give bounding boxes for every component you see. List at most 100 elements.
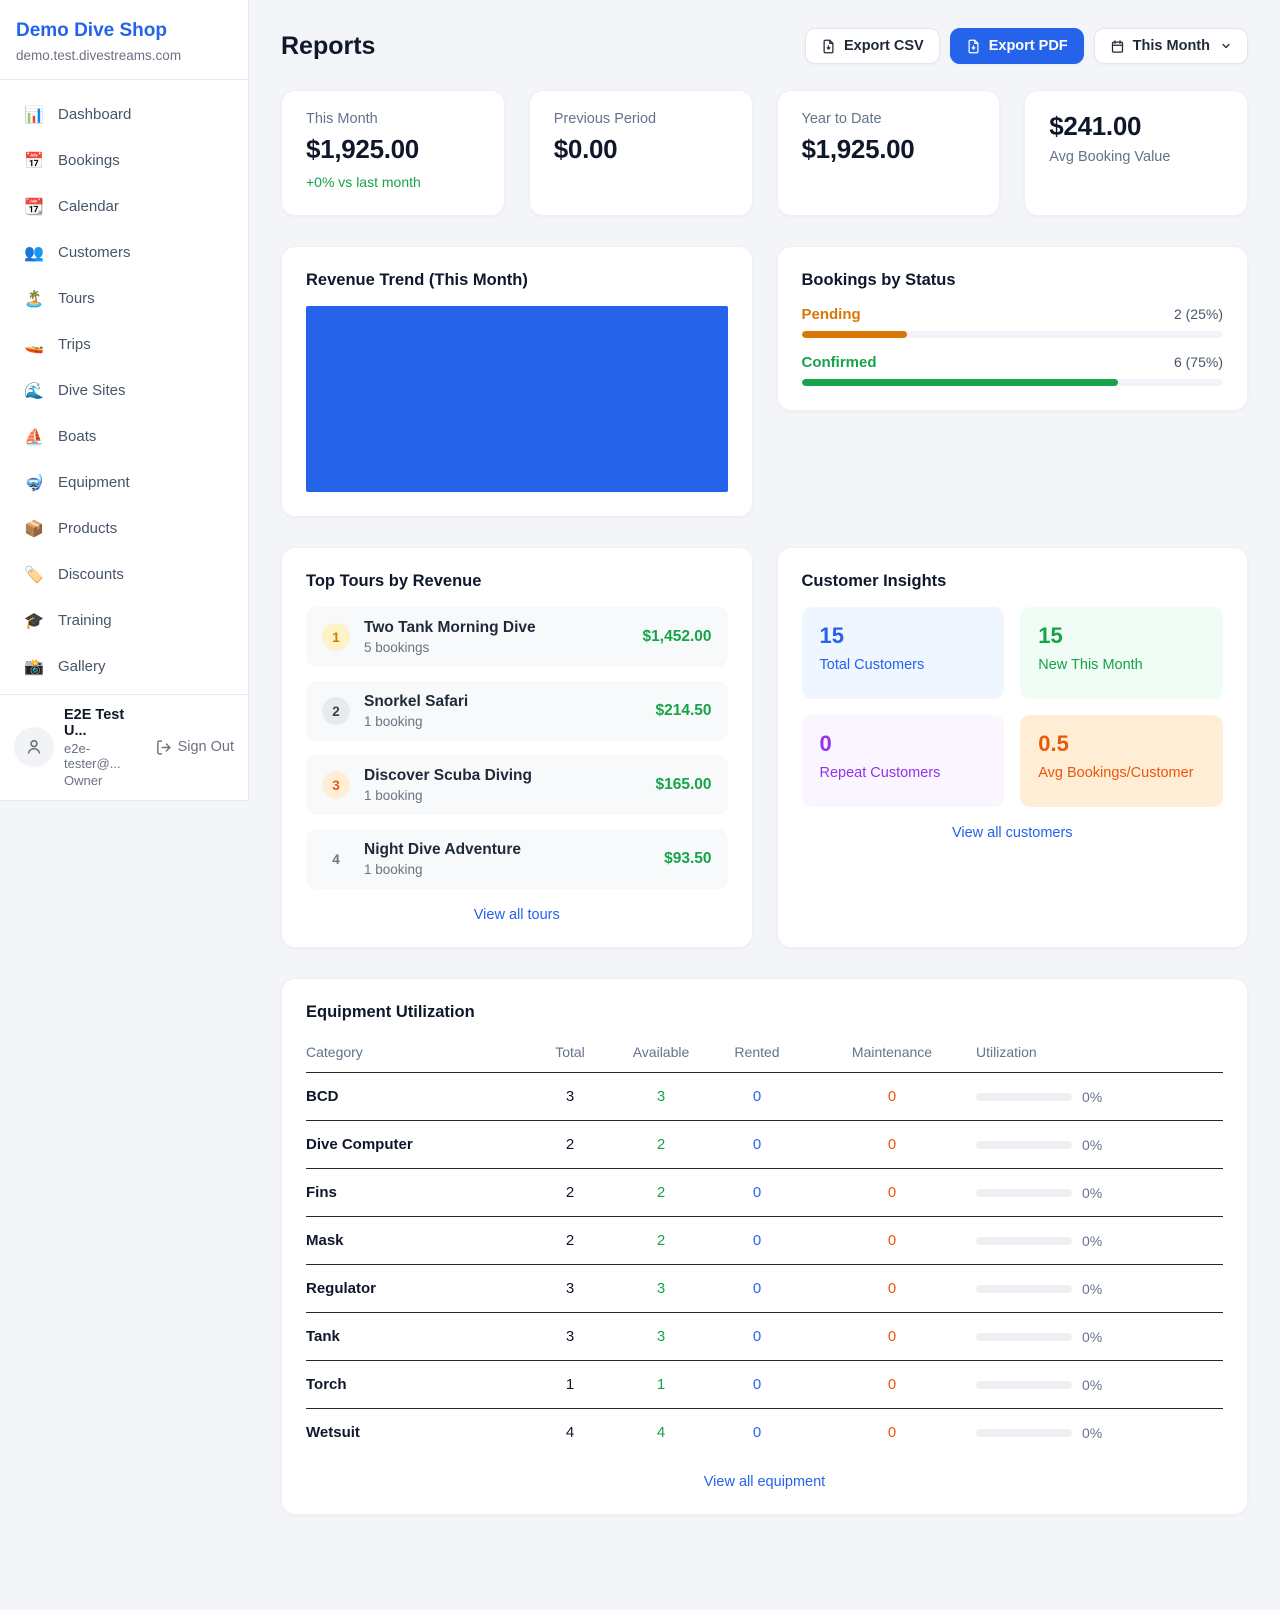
cell-utilization: 0% — [976, 1233, 1223, 1249]
export-pdf-button[interactable]: Export PDF — [949, 28, 1084, 64]
user-footer: E2E Test U... e2e-tester@... Owner Sign … — [0, 693, 248, 800]
utilization-percent: 0% — [1082, 1424, 1103, 1441]
revenue-trend-chart — [306, 306, 728, 492]
tour-row: 3 Discover Scuba Diving 1 booking $165.0… — [306, 755, 728, 815]
nav-item-label: Discounts — [58, 566, 124, 584]
cell-maintenance: 0 — [887, 1088, 897, 1105]
cell-available: 2 — [656, 1232, 666, 1249]
bookings-by-status-card: Bookings by Status Pending 2 (25%) — [776, 246, 1248, 411]
cell-category: BCD — [306, 1088, 339, 1105]
tour-revenue: $165.00 — [655, 776, 712, 793]
table-row: Mask 2 2 0 0 0% — [306, 1217, 1223, 1265]
export-pdf-label: Export PDF — [988, 38, 1068, 54]
utilization-bar-track — [976, 1188, 1072, 1197]
period-dropdown[interactable]: This Month — [1093, 28, 1248, 64]
nav-item-label: Tours — [58, 290, 95, 308]
utilization-percent: 0% — [1082, 1184, 1103, 1201]
tour-revenue: $214.50 — [655, 702, 712, 719]
utilization-bar-track — [976, 1332, 1072, 1341]
cell-total: 3 — [565, 1088, 575, 1105]
stat-label: This Month — [306, 111, 378, 127]
revenue-trend-title: Revenue Trend (This Month) — [306, 271, 528, 289]
col-header-total: Total — [555, 1044, 585, 1060]
stats-row: This Month $1,925.00 +0% vs last month P… — [281, 90, 1248, 216]
sidebar-item[interactable]: 📦 Products — [12, 508, 236, 550]
cell-available: 3 — [656, 1328, 666, 1345]
nav-item-icon: 🏷️ — [24, 566, 44, 584]
table-row: Tank 3 3 0 0 0% — [306, 1313, 1223, 1361]
utilization-bar-track — [976, 1140, 1072, 1149]
cell-rented: 0 — [752, 1136, 762, 1153]
calendar-icon — [1111, 39, 1123, 53]
sidebar-item[interactable]: 🌊 Dive Sites — [12, 370, 236, 412]
sign-out-button[interactable]: Sign Out — [155, 739, 234, 756]
sidebar-item[interactable]: 📅 Bookings — [12, 140, 236, 182]
rank-badge: 1 — [322, 623, 350, 651]
status-bar-fill — [801, 379, 1118, 386]
tour-info: Night Dive Adventure 1 booking — [364, 841, 650, 877]
stat-delta: +0% vs last month — [306, 174, 421, 190]
sidebar-item[interactable]: 🚤 Trips — [12, 324, 236, 366]
sidebar-item[interactable]: 📊 Dashboard — [12, 94, 236, 136]
nav-item-icon: ⛵ — [24, 428, 44, 446]
insight-tile: 0.5 Avg Bookings/Customer — [1020, 715, 1223, 807]
lists-row: Top Tours by Revenue 1 Two Tank Morning … — [281, 547, 1248, 948]
cell-utilization: 0% — [976, 1281, 1223, 1297]
bookings-by-status-title: Bookings by Status — [801, 271, 956, 289]
status-label: Confirmed — [801, 354, 877, 371]
insight-label: Repeat Customers — [819, 765, 941, 781]
table-row: Dive Computer 2 2 0 0 0% — [306, 1121, 1223, 1169]
cell-utilization: 0% — [976, 1185, 1223, 1201]
insight-tile: 15 Total Customers — [801, 607, 1005, 699]
user-role: Owner — [64, 772, 103, 788]
tour-bookings: 1 booking — [364, 714, 423, 729]
view-all-customers-link[interactable]: View all customers — [951, 825, 1073, 841]
nav-item-icon: 🚤 — [24, 336, 44, 354]
rank-badge: 3 — [322, 771, 350, 799]
revenue-trend-card: Revenue Trend (This Month) — [281, 246, 753, 517]
tour-list: 1 Two Tank Morning Dive 5 bookings $1,45… — [306, 607, 728, 889]
view-all-equipment-link[interactable]: View all equipment — [703, 1474, 826, 1490]
cell-maintenance: 0 — [887, 1424, 897, 1441]
stat-value: $1,925.00 — [801, 134, 915, 164]
utilization-percent: 0% — [1082, 1232, 1103, 1249]
nav-item-label: Calendar — [58, 198, 119, 216]
cell-available: 2 — [656, 1184, 666, 1201]
view-all-tours-link[interactable]: View all tours — [473, 907, 560, 923]
nav-item-icon: 📸 — [24, 658, 44, 676]
cell-utilization: 0% — [976, 1137, 1223, 1153]
sign-out-icon — [156, 740, 171, 755]
tour-revenue: $93.50 — [664, 850, 712, 867]
utilization-percent: 0% — [1082, 1328, 1103, 1345]
cell-maintenance: 0 — [887, 1328, 897, 1345]
utilization-percent: 0% — [1082, 1376, 1103, 1393]
utilization-percent: 0% — [1082, 1136, 1103, 1153]
nav-item-icon: 📅 — [24, 152, 44, 170]
sidebar-item[interactable]: 📸 Gallery — [12, 646, 236, 688]
tour-row: 2 Snorkel Safari 1 booking $214.50 — [306, 681, 728, 741]
cell-rented: 0 — [752, 1232, 762, 1249]
sidebar-item[interactable]: 🎓 Training — [12, 600, 236, 642]
cell-available: 4 — [656, 1424, 666, 1441]
sidebar-item[interactable]: 👥 Customers — [12, 232, 236, 274]
nav-item-label: Gallery — [58, 658, 106, 676]
cell-category: Dive Computer — [306, 1136, 413, 1153]
sidebar-item[interactable]: 🏷️ Discounts — [12, 554, 236, 596]
export-csv-button[interactable]: Export CSV — [804, 28, 940, 64]
insight-value: 15 — [819, 623, 844, 648]
sidebar-item[interactable]: 📆 Calendar — [12, 186, 236, 228]
chevron-down-icon — [1222, 43, 1230, 49]
cell-maintenance: 0 — [887, 1280, 897, 1297]
equipment-utilization-title: Equipment Utilization — [306, 1003, 475, 1021]
stat-card-previous-period: Previous Period $0.00 — [528, 90, 753, 216]
insight-label: Avg Bookings/Customer — [1038, 765, 1194, 781]
sidebar-item[interactable]: ⛵ Boats — [12, 416, 236, 458]
cell-available: 3 — [656, 1280, 666, 1297]
cell-rented: 0 — [752, 1184, 762, 1201]
nav-item-icon: 🏝️ — [24, 290, 44, 308]
charts-row: Revenue Trend (This Month) Bookings by S… — [281, 246, 1248, 517]
col-header-utilization: Utilization — [976, 1044, 1037, 1060]
sidebar-item[interactable]: 🤿 Equipment — [12, 462, 236, 504]
sidebar-item[interactable]: 🏝️ Tours — [12, 278, 236, 320]
page-title: Reports — [281, 31, 376, 60]
